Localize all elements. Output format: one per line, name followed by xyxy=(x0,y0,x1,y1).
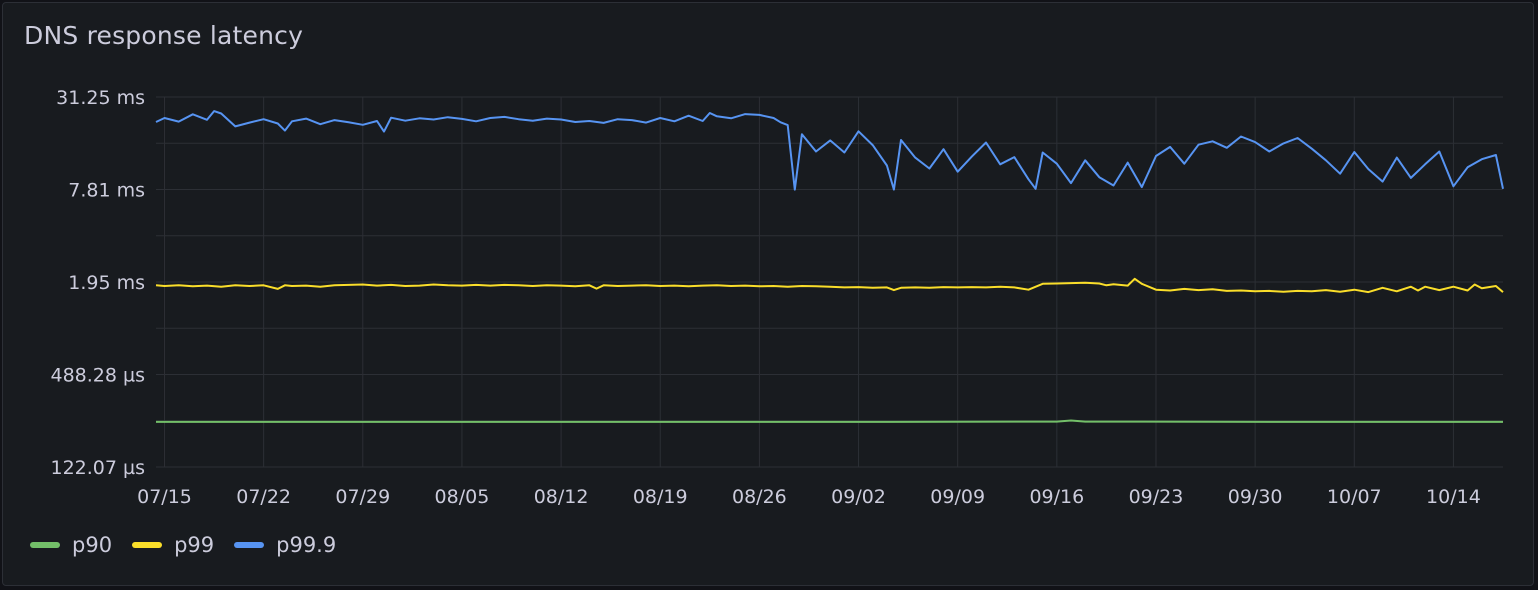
legend: p90 p99 p99.9 xyxy=(30,533,336,557)
y-tick-label: 31.25 ms xyxy=(56,87,145,109)
series-line-p99[interactable] xyxy=(155,277,1504,294)
panel-title[interactable]: DNS response latency xyxy=(24,21,304,50)
x-tick-label: 09/16 xyxy=(1029,486,1084,508)
legend-item-p99-9[interactable]: p99.9 xyxy=(234,533,336,557)
y-tick-label: 1.95 ms xyxy=(68,272,145,294)
x-tick-label: 09/09 xyxy=(930,486,985,508)
y-tick-label: 122.07 µs xyxy=(50,457,145,479)
legend-item-p90[interactable]: p90 xyxy=(30,533,112,557)
x-tick-label: 09/02 xyxy=(831,486,886,508)
legend-swatch-p99-9 xyxy=(234,542,265,548)
x-tick-label: 10/07 xyxy=(1327,486,1382,508)
x-tick-label: 08/19 xyxy=(633,486,688,508)
x-tick-label: 07/22 xyxy=(236,486,291,508)
legend-label-p90: p90 xyxy=(72,533,113,557)
x-tick-label: 09/23 xyxy=(1129,486,1184,508)
legend-item-p99[interactable]: p99 xyxy=(132,533,214,557)
series-line-p90[interactable] xyxy=(156,419,1503,423)
x-tick-label: 08/26 xyxy=(732,486,787,508)
series-lines xyxy=(155,110,1504,423)
x-tick-label: 07/29 xyxy=(335,486,390,508)
y-tick-label: 488.28 µs xyxy=(50,365,145,387)
x-tick-label: 08/12 xyxy=(534,486,589,508)
legend-swatch-p99 xyxy=(132,542,163,548)
y-axis-ticks: 31.25 ms 7.81 ms 1.95 ms 488.28 µs 122.07 µs xyxy=(50,87,145,479)
legend-swatch-p90 xyxy=(30,542,60,548)
x-tick-label: 10/14 xyxy=(1426,486,1481,508)
x-axis-ticks: 07/15 07/22 07/29 08/05 08/12 08/19 08/26 09/02… xyxy=(137,486,1481,508)
x-tick-label: 09/30 xyxy=(1228,486,1283,508)
legend-label-p99-9: p99.9 xyxy=(276,533,337,557)
legend-label-p99: p99 xyxy=(174,533,215,557)
series-line-p99-9[interactable] xyxy=(155,110,1504,191)
x-tick-label: 08/05 xyxy=(435,486,490,508)
y-tick-label: 7.81 ms xyxy=(68,179,145,201)
chart-grid xyxy=(156,96,1503,468)
x-tick-label: 07/15 xyxy=(137,486,192,508)
